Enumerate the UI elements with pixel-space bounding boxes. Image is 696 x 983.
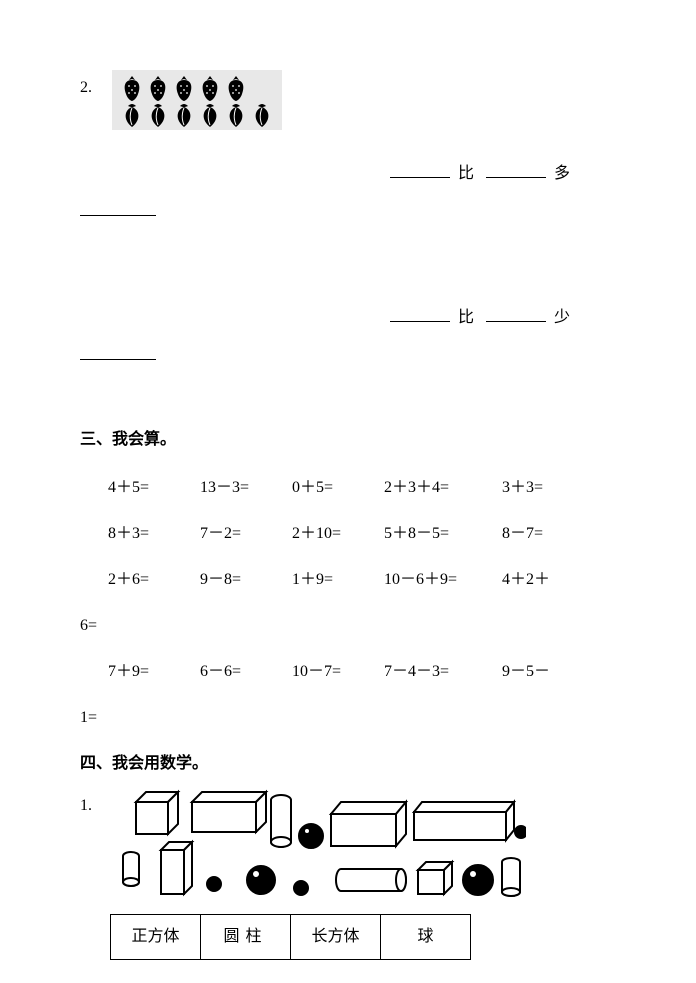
calc-wrap: 1= — [80, 706, 616, 730]
calc-cell: 2＋6= — [108, 568, 200, 592]
table-row: 正方体 圆柱 长方体 球 — [111, 915, 471, 960]
question-2-number: 2. — [80, 70, 96, 100]
peach-icon — [224, 102, 248, 128]
calc-cell: 3＋3= — [502, 476, 543, 500]
blank-input[interactable] — [486, 160, 546, 178]
calc-row: 7＋9= 6－6= 10－7= 7－4－3= 9－5－ — [108, 660, 616, 684]
calc-cell: 4＋5= — [108, 476, 200, 500]
answer-blank-row — [80, 342, 616, 368]
peach-icon — [198, 102, 222, 128]
peach-icon — [250, 102, 274, 128]
calc-cell: 9－5－ — [502, 660, 550, 684]
table-cell: 圆柱 — [201, 915, 291, 960]
peach-icon — [172, 102, 196, 128]
blank-input[interactable] — [486, 304, 546, 322]
question-4-1-number: 1. — [80, 784, 96, 818]
calc-row: 8＋3= 7－2= 2＋10= 5＋8－5= 8－7= — [108, 522, 616, 546]
calc-cell: 7－4－3= — [384, 660, 502, 684]
compare-mid-text: 比 — [458, 165, 474, 182]
compare-more-line: 比 多 — [390, 160, 616, 186]
calc-cell: 5＋8－5= — [384, 522, 502, 546]
table-cell: 球 — [381, 915, 471, 960]
calc-wrap: 6= — [80, 614, 616, 638]
calc-cell: 8＋3= — [108, 522, 200, 546]
section-4-heading: 四、我会用数学。 — [80, 752, 616, 776]
peach-row — [120, 102, 274, 128]
calc-cell: 7－2= — [200, 522, 292, 546]
calc-cell: 2＋3＋4= — [384, 476, 502, 500]
shapes-image — [106, 784, 526, 904]
answer-blank-row — [80, 198, 616, 224]
calc-cell: 13－3= — [200, 476, 292, 500]
peach-icon — [146, 102, 170, 128]
calc-cell: 1＋9= — [292, 568, 384, 592]
section-3-heading: 三、我会算。 — [80, 428, 616, 452]
calc-cell: 10－7= — [292, 660, 384, 684]
calc-cell: 9－8= — [200, 568, 292, 592]
question-4-1: 1. — [80, 784, 616, 904]
calc-cell: 10－6＋9= — [384, 568, 502, 592]
calc-block: 4＋5= 13－3= 0＋5= 2＋3＋4= 3＋3= 8＋3= 7－2= 2＋… — [80, 476, 616, 730]
calc-cell: 7＋9= — [108, 660, 200, 684]
calc-cell: 6－6= — [200, 660, 292, 684]
shapes-table: 正方体 圆柱 长方体 球 — [110, 914, 471, 960]
blank-input[interactable] — [390, 160, 450, 178]
peach-icon — [120, 102, 144, 128]
strawberry-icon — [120, 74, 144, 102]
table-cell: 正方体 — [111, 915, 201, 960]
strawberry-row — [120, 74, 274, 102]
blank-input[interactable] — [80, 342, 156, 360]
table-cell: 长方体 — [291, 915, 381, 960]
calc-row: 4＋5= 13－3= 0＋5= 2＋3＋4= 3＋3= — [108, 476, 616, 500]
calc-cell: 2＋10= — [292, 522, 384, 546]
calc-cell: 4＋2＋ — [502, 568, 550, 592]
fruits-image — [112, 70, 282, 130]
blank-input[interactable] — [80, 198, 156, 216]
strawberry-icon — [198, 74, 222, 102]
blank-input[interactable] — [390, 304, 450, 322]
compare-mid-text: 比 — [458, 309, 474, 326]
question-2-row: 2. — [80, 70, 616, 130]
calc-cell: 8－7= — [502, 522, 543, 546]
compare-less-line: 比 少 — [390, 304, 616, 330]
calc-cell: 0＋5= — [292, 476, 384, 500]
strawberry-icon — [224, 74, 248, 102]
calc-row: 2＋6= 9－8= 1＋9= 10－6＋9= 4＋2＋ — [108, 568, 616, 592]
compare-tail-text: 少 — [554, 309, 570, 326]
strawberry-icon — [146, 74, 170, 102]
compare-tail-text: 多 — [554, 165, 570, 182]
strawberry-icon — [172, 74, 196, 102]
